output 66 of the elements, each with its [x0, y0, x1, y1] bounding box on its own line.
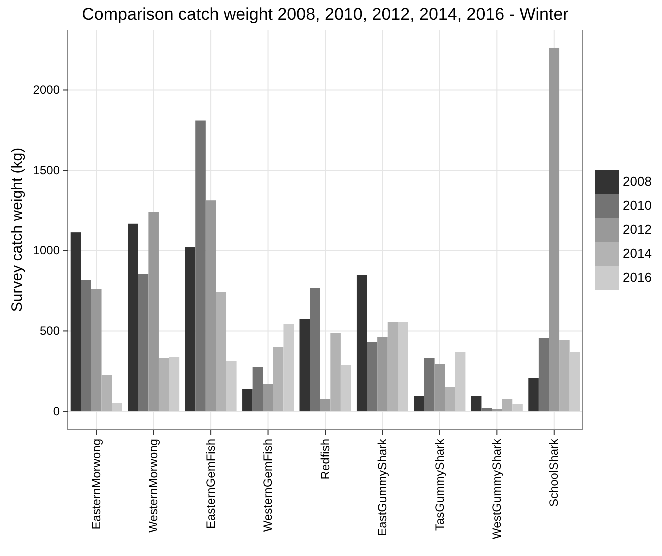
- y-tick-label: 500: [40, 324, 60, 338]
- bar: [242, 389, 253, 412]
- bar: [252, 367, 264, 412]
- bar: [367, 342, 378, 412]
- x-tick-label: EasternGemFish: [204, 439, 218, 530]
- bar: [414, 396, 424, 412]
- bar: [310, 288, 320, 412]
- bar: [445, 387, 456, 412]
- bar: [284, 324, 294, 412]
- bar: [300, 319, 310, 412]
- bar: [263, 384, 274, 412]
- legend-label: 2012: [623, 222, 652, 238]
- bar: [138, 274, 149, 412]
- bar: [356, 275, 368, 412]
- bar: [196, 120, 206, 412]
- x-tick-label: TasGummyShark: [432, 438, 447, 532]
- bar: [570, 352, 580, 412]
- bar: [102, 375, 112, 412]
- x-tick-label: EasternMorwong: [89, 439, 104, 530]
- bar: [512, 404, 523, 412]
- bar: [528, 378, 539, 412]
- y-tick-label: 0: [53, 404, 60, 418]
- bar: [434, 364, 446, 412]
- bar: [70, 232, 82, 412]
- bar: [273, 347, 284, 412]
- bar: [340, 365, 352, 412]
- x-tick-label: WesternMorwong: [146, 439, 161, 533]
- bar: [128, 224, 138, 412]
- bar: [502, 399, 513, 412]
- bar: [549, 48, 560, 412]
- y-axis-title: Survey catch weight (kg): [9, 148, 26, 312]
- legend-label: 2016: [623, 270, 652, 286]
- bar: [158, 358, 170, 412]
- x-tick-label: SchoolShark: [547, 438, 562, 508]
- bar: [378, 337, 388, 412]
- y-tick-label: 1500: [33, 163, 60, 178]
- bar: [560, 340, 570, 412]
- bar: [81, 280, 92, 412]
- bar: [398, 322, 408, 412]
- bar: [471, 396, 482, 412]
- bar: [185, 248, 196, 412]
- bar: [148, 212, 159, 412]
- x-tick-label: Redfish: [318, 439, 332, 480]
- bar: [424, 358, 435, 412]
- legend-label: 2014: [623, 246, 652, 262]
- bar: [330, 333, 341, 412]
- bar: [216, 292, 227, 412]
- legend-label: 2010: [623, 198, 652, 214]
- bar: [112, 403, 122, 412]
- bar: [492, 409, 502, 412]
- x-tick-label: WesternGemFish: [261, 439, 276, 532]
- bar: [388, 322, 398, 412]
- bar: [169, 357, 180, 412]
- bar: [320, 399, 331, 412]
- x-tick-label: WestGummyShark: [490, 438, 504, 540]
- bar: [206, 200, 216, 412]
- bar: [455, 352, 466, 412]
- chart-title: Comparison catch weight 2008, 2010, 2012, 2014, 2016 - Winter: [82, 5, 570, 24]
- y-tick-label: 1000: [33, 244, 60, 258]
- y-tick-label: 2000: [33, 83, 60, 98]
- x-tick-label: EastGummyShark: [376, 438, 390, 536]
- legend-label: 2008: [623, 174, 652, 190]
- bar: [226, 361, 237, 412]
- bar: [538, 338, 550, 412]
- bar: [482, 408, 492, 412]
- bar: [91, 289, 102, 412]
